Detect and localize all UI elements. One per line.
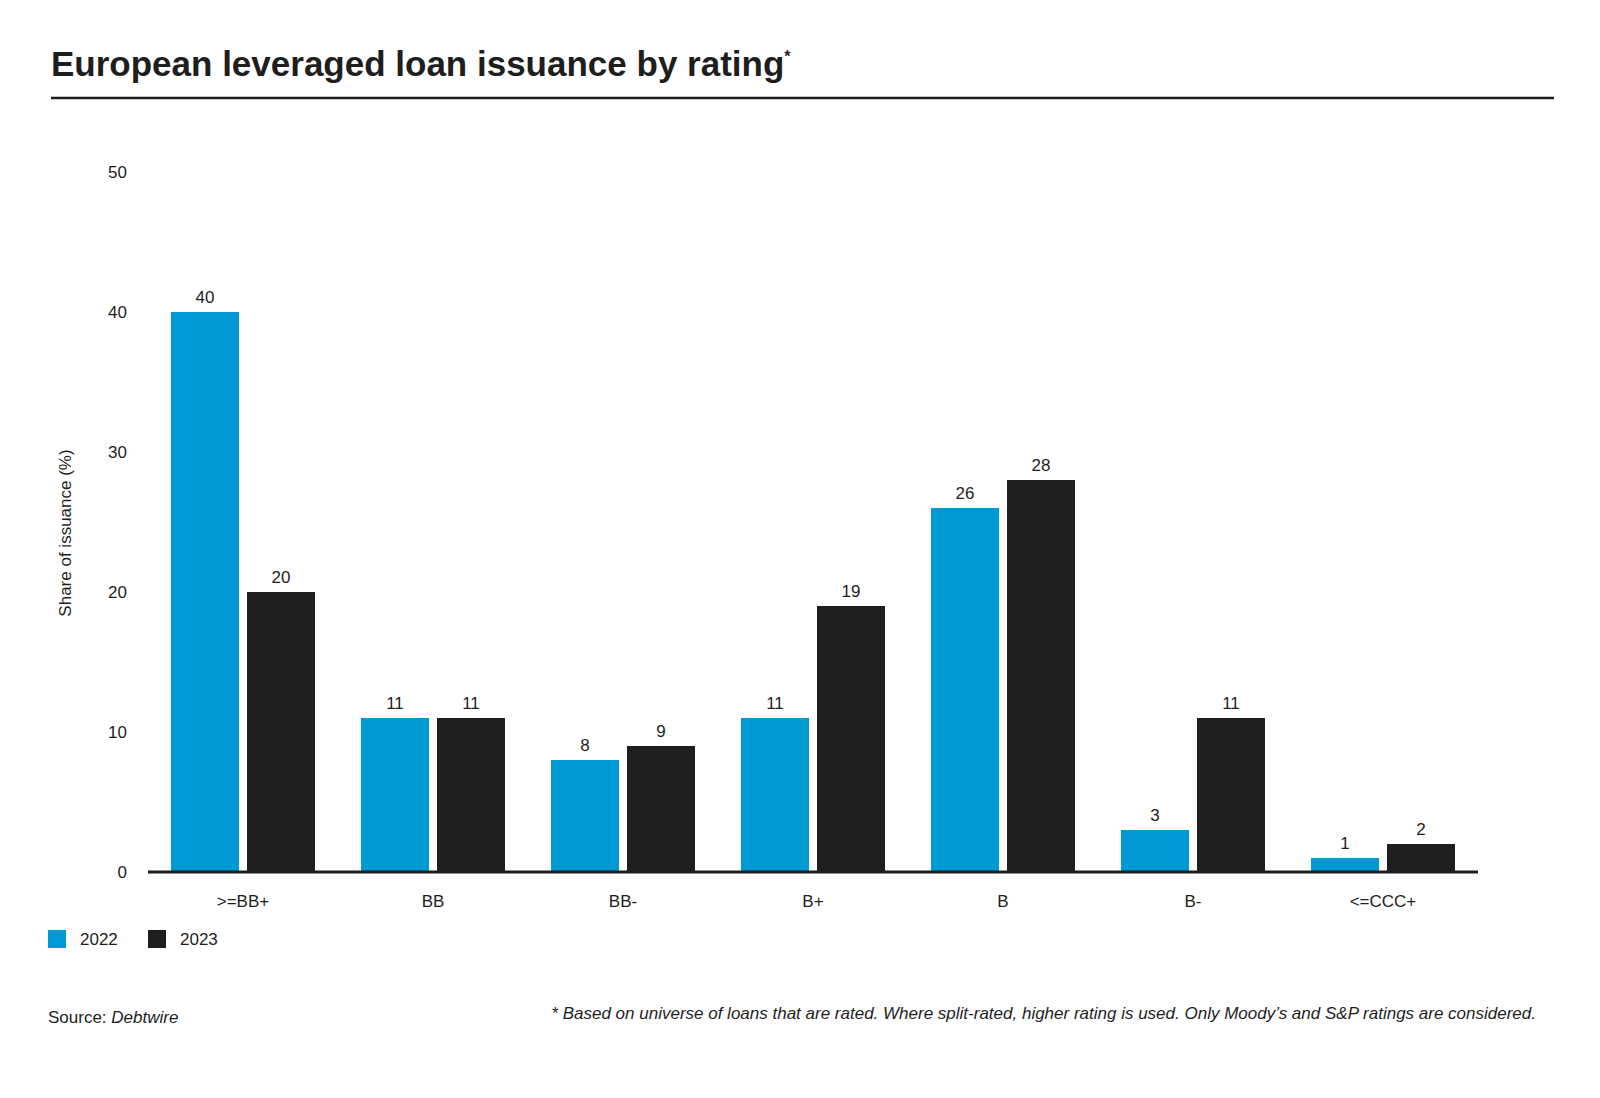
y-tick-label: 0 [118,863,127,882]
y-tick-label: 40 [108,303,127,322]
y-tick-label: 10 [108,723,127,742]
data-label: 19 [842,582,861,601]
data-label: 11 [462,694,480,713]
bar [741,718,809,872]
legend-swatch [48,930,66,948]
bar [361,718,429,872]
y-tick-label: 50 [108,163,127,182]
data-label: 28 [1032,456,1051,475]
data-labels: 40201111891119262831112 [196,288,1426,853]
data-label: 11 [386,694,404,713]
y-axis-label: Share of issuance (%) [56,449,75,616]
x-tick-label: B- [1185,892,1202,911]
chart: European leveraged loan issuance by rati… [0,0,1600,1098]
data-label: 1 [1340,834,1349,853]
x-tick-label: B [997,892,1008,911]
legend-label: 2022 [80,930,118,949]
title-rule [51,97,1554,100]
bars [171,312,1455,872]
x-tick-label: >=BB+ [217,892,270,911]
data-label: 20 [272,568,291,587]
source: Source: Debtwire [48,1008,178,1027]
y-tick-label: 20 [108,583,127,602]
bar [1121,830,1189,872]
bar [931,508,999,872]
data-label: 40 [196,288,215,307]
bar [1311,858,1379,872]
bar [551,760,619,872]
bar [817,606,885,872]
data-label: 26 [956,484,975,503]
x-tick-label: BB [422,892,445,911]
data-label: 2 [1416,820,1425,839]
x-tick-label: B+ [802,892,823,911]
x-tick-label: <=CCC+ [1350,892,1417,911]
x-axis-line [148,871,1478,874]
bar [1007,480,1075,872]
data-label: 11 [1222,694,1240,713]
legend-swatch [148,930,166,948]
title: European leveraged loan issuance by rati… [51,44,791,83]
footnote: * Based on universe of loans that are ra… [551,1004,1536,1023]
bar [1387,844,1455,872]
data-label: 9 [656,722,665,741]
x-tick-label: BB- [609,892,637,911]
bar [1197,718,1265,872]
data-label: 11 [766,694,784,713]
bar [247,592,315,872]
legend-label: 2023 [180,930,218,949]
bar [171,312,239,872]
data-label: 3 [1150,806,1159,825]
legend: 2022 2023 [48,930,218,949]
bar [627,746,695,872]
data-label: 8 [580,736,589,755]
bar [437,718,505,872]
y-tick-label: 30 [108,443,127,462]
